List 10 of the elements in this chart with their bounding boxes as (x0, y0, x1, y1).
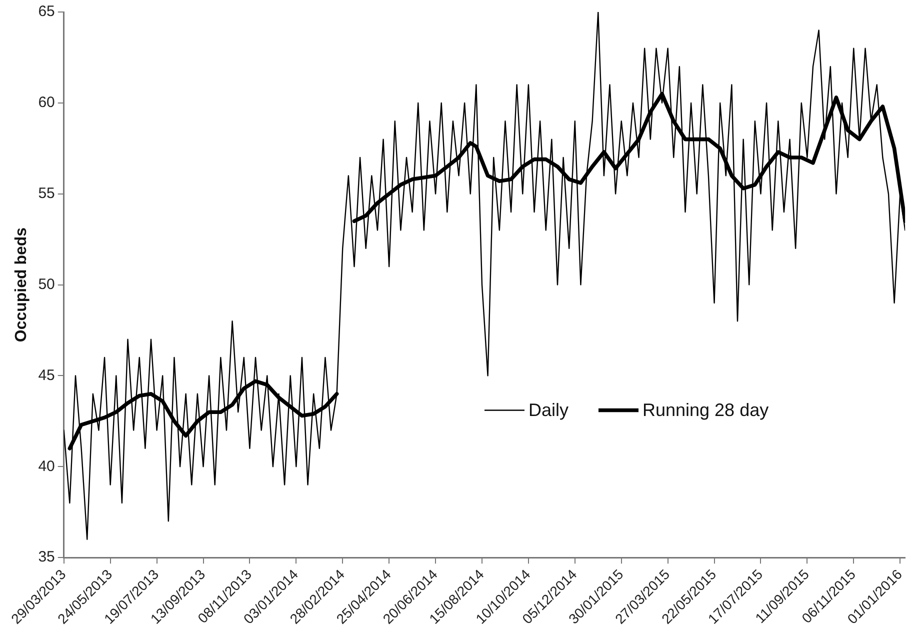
y-tick-label: 55 (38, 185, 55, 202)
y-tick-label: 35 (38, 548, 55, 566)
y-tick-label: 65 (38, 3, 55, 20)
y-tick-label: 45 (38, 366, 55, 384)
legend-label: Daily (528, 400, 568, 420)
legend-label: Running 28 day (642, 400, 769, 420)
y-tick-label: 40 (38, 458, 55, 475)
y-tick-label: 60 (38, 94, 55, 112)
y-tick-label: 50 (38, 276, 55, 293)
y-axis-title: Occupied beds (13, 227, 30, 342)
